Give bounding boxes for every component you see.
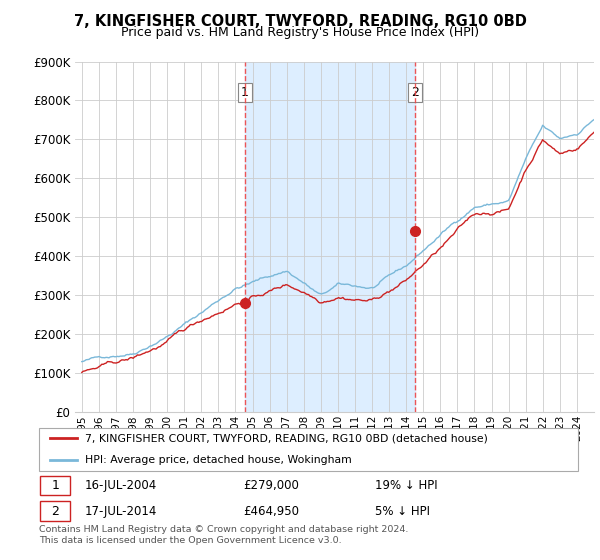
Bar (245, 62, 415, 412)
Text: Price paid vs. HM Land Registry's House Price Index (HPI): Price paid vs. HM Land Registry's House … (121, 26, 479, 39)
Text: £464,950: £464,950 (244, 505, 299, 518)
Text: 7, KINGFISHER COURT, TWYFORD, READING, RG10 0BD: 7, KINGFISHER COURT, TWYFORD, READING, R… (74, 14, 526, 29)
Text: 5% ↓ HPI: 5% ↓ HPI (374, 505, 430, 518)
Text: 2: 2 (412, 86, 419, 99)
Bar (40, 475, 70, 495)
Text: 1: 1 (241, 86, 248, 99)
Text: 2: 2 (52, 505, 59, 518)
Text: 17-JUL-2014: 17-JUL-2014 (85, 505, 158, 518)
Text: 7, KINGFISHER COURT, TWYFORD, READING, RG10 0BD (detached house): 7, KINGFISHER COURT, TWYFORD, READING, R… (85, 433, 488, 444)
Text: £279,000: £279,000 (244, 479, 299, 492)
Text: 19% ↓ HPI: 19% ↓ HPI (374, 479, 437, 492)
Text: 1: 1 (52, 479, 59, 492)
Text: HPI: Average price, detached house, Wokingham: HPI: Average price, detached house, Woki… (85, 455, 352, 465)
Text: 16-JUL-2004: 16-JUL-2004 (85, 479, 157, 492)
Text: Contains HM Land Registry data © Crown copyright and database right 2024.
This d: Contains HM Land Registry data © Crown c… (39, 525, 409, 545)
Bar (40, 501, 70, 521)
